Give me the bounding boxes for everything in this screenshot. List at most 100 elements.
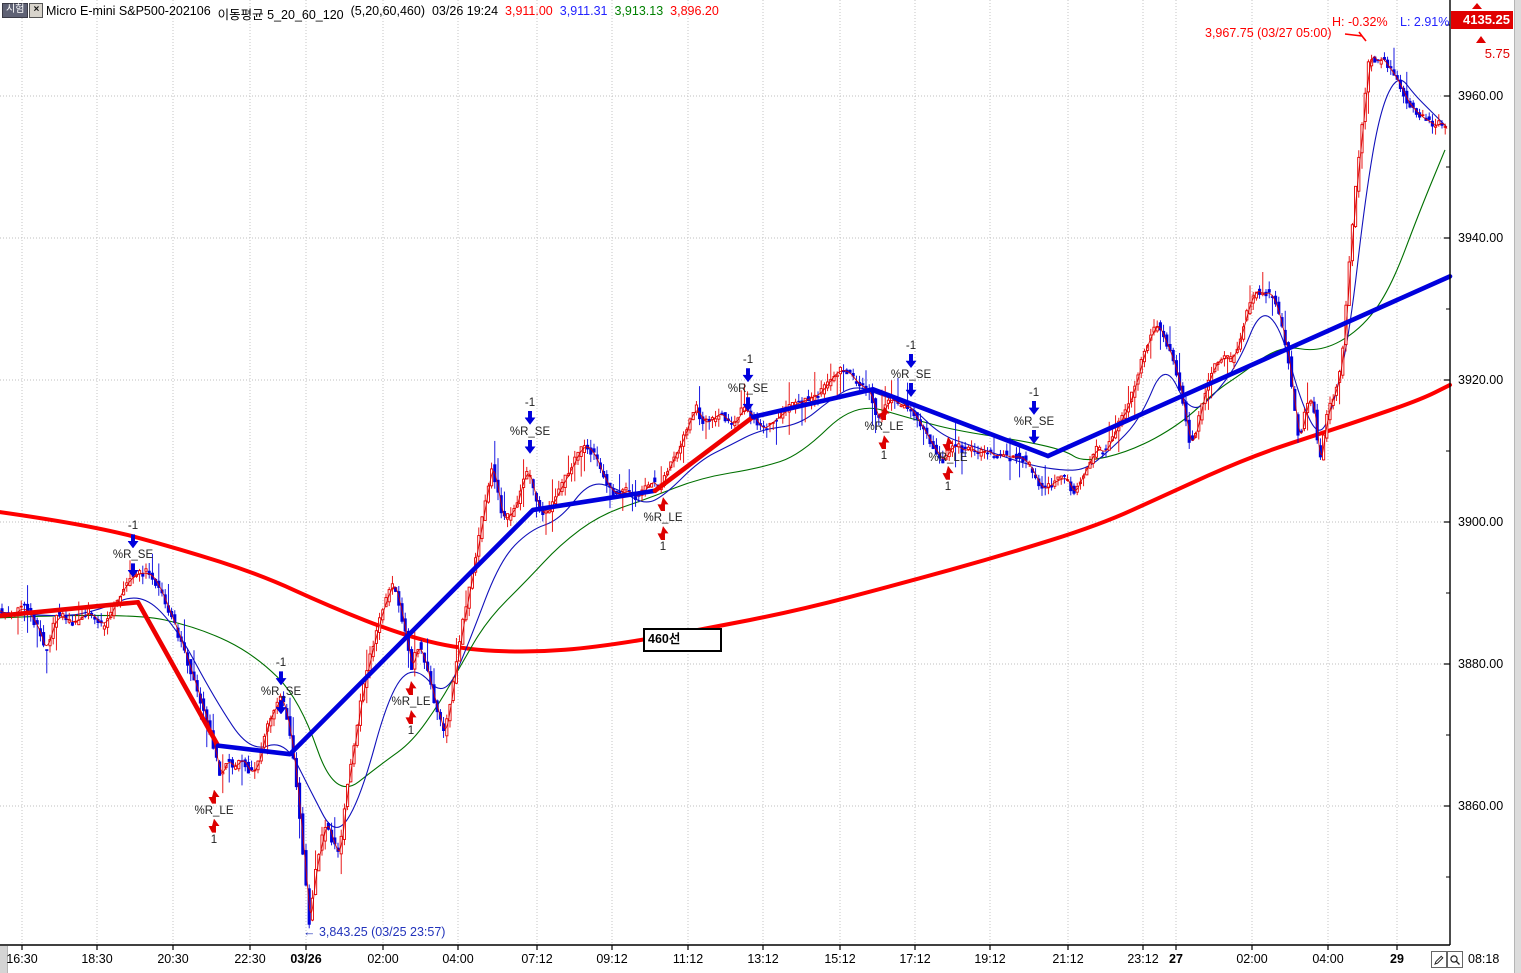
study-name: 이동평균 5_20_60_120 xyxy=(217,8,344,22)
time-tick-label: 04:00 xyxy=(1312,952,1344,966)
time-tick-label: 13:12 xyxy=(747,952,779,966)
signal-label: %R_SE xyxy=(727,383,769,396)
zoom-tool-button[interactable] xyxy=(1447,951,1463,968)
high-price-annotation: 3,967.75 (03/27 05:00) xyxy=(1205,26,1332,40)
signal-label: %R_SE xyxy=(112,549,154,562)
time-tick-label: 21:12 xyxy=(1052,952,1084,966)
chart-tabbar: 시험 × xyxy=(2,3,44,18)
horizontal-scrollbar-stub[interactable] xyxy=(0,946,8,973)
up-arrow-icon xyxy=(878,406,890,421)
time-tick-label: 11:12 xyxy=(672,952,704,966)
down-arrow-icon xyxy=(742,397,754,412)
signal-value: 1 xyxy=(407,725,415,738)
low-percent-annotation: L: 2.91% xyxy=(1400,15,1450,29)
down-arrow-icon xyxy=(127,534,139,549)
time-tick-label: 02:00 xyxy=(367,952,399,966)
signal-value: 1 xyxy=(944,480,952,493)
chart-tab[interactable]: 시험 xyxy=(2,3,29,18)
short-entry-signal: -1 %R_SE xyxy=(728,354,768,412)
study-params: (5,20,60,460) xyxy=(350,4,425,18)
signal-label: %R_SE xyxy=(509,425,551,438)
vertical-scrollbar[interactable] xyxy=(1514,0,1521,973)
short-entry-signal: -1 %R_SE xyxy=(113,520,153,578)
ma460-line xyxy=(0,382,1452,654)
ma460-value: 3,896.20 xyxy=(670,4,719,18)
short-entry-signal: -1 %R_SE xyxy=(891,340,931,398)
up-arrow-icon xyxy=(405,710,417,725)
long-entry-signal: %R_LE 1 xyxy=(644,496,683,554)
chart-title: Micro E-mini S&P500-202106 이동평균 5_20_60_… xyxy=(46,4,719,23)
axes xyxy=(0,0,1451,950)
down-arrow-icon xyxy=(742,368,754,383)
time-tick-label: 29 xyxy=(1390,952,1404,966)
signal-label: %R_SE xyxy=(260,686,302,699)
time-tick-label: 16:30 xyxy=(6,952,38,966)
price-axis[interactable]: 3960.00 3940.00 3920.00 3900.00 3880.00 3860.… xyxy=(1451,0,1514,945)
time-tick-label: 17:12 xyxy=(899,952,931,966)
ma5-line xyxy=(0,56,1448,914)
time-tick-label: 23:12 xyxy=(1127,952,1159,966)
left-arrow-icon: ← xyxy=(303,925,316,939)
magnifier-icon xyxy=(1450,954,1460,965)
time-axis[interactable]: 16:30 18:30 20:30 22:30 03/26 02:00 04:00 07:12… xyxy=(0,946,1521,973)
signal-label: %R_LE xyxy=(194,804,234,817)
up-arrow-icon xyxy=(942,465,954,480)
price-up-triangle-icon xyxy=(1472,3,1482,9)
signal-value: -1 xyxy=(127,520,139,533)
ma5-value: 3,911.00 xyxy=(505,4,553,18)
pencil-icon xyxy=(1434,955,1444,965)
down-arrow-icon xyxy=(524,439,536,454)
instrument-name: Micro E-mini S&P500-202106 xyxy=(46,4,211,18)
up-arrow-icon xyxy=(208,818,220,833)
price-change: 5.75 xyxy=(1451,31,1513,61)
long-entry-signal: %R_LE 1 xyxy=(195,789,234,847)
down-arrow-icon xyxy=(275,671,287,686)
price-tick-label: 3960.00 xyxy=(1458,89,1504,103)
time-tick-label: 22:30 xyxy=(234,952,266,966)
down-arrow-icon xyxy=(905,354,917,368)
pencil-tool-button[interactable] xyxy=(1431,951,1447,968)
signal-label: %R_SE xyxy=(1013,415,1055,428)
up-arrow-icon xyxy=(942,436,954,451)
time-tick-label: 27 xyxy=(1169,952,1183,966)
down-arrow-icon xyxy=(275,700,287,715)
signal-value: -1 xyxy=(275,657,287,670)
signal-value: -1 xyxy=(524,396,536,409)
time-tick-label: 04:00 xyxy=(442,952,474,966)
down-arrow-icon xyxy=(1028,400,1040,415)
short-entry-signal: -1 %R_SE xyxy=(261,657,301,715)
high-percent-annotation: H: -0.32% xyxy=(1332,15,1388,29)
down-arrow-icon xyxy=(127,563,139,578)
up-arrow-icon xyxy=(657,497,669,512)
time-tick-label: 09:12 xyxy=(596,952,628,966)
up-arrow-icon xyxy=(405,681,417,696)
up-arrow-icon xyxy=(878,435,890,450)
cursor-datetime: 03/26 19:24 xyxy=(431,4,499,18)
signal-label: %R_LE xyxy=(643,512,683,525)
signal-label: %R_LE xyxy=(864,421,904,434)
signal-value: 1 xyxy=(210,833,218,846)
tab-close-icon[interactable]: × xyxy=(29,3,44,18)
up-arrow-icon xyxy=(657,526,669,541)
high-pointer-arrow-icon xyxy=(1344,31,1367,42)
time-tick-label: 15:12 xyxy=(824,952,856,966)
ma20-value: 3,911.31 xyxy=(559,4,608,18)
signal-value: -1 xyxy=(905,340,917,352)
signal-value: -1 xyxy=(742,354,754,367)
long-entry-signal: %R_LE 1 xyxy=(392,680,431,738)
signal-label: %R_LE xyxy=(928,451,968,464)
time-tick-label: 02:00 xyxy=(1236,952,1268,966)
price-tick-label: 3920.00 xyxy=(1458,373,1504,387)
ma460-line-label[interactable]: 460선 xyxy=(643,628,722,652)
up-arrow-icon xyxy=(208,789,220,804)
time-tick-label: 03/26 xyxy=(290,952,322,966)
ma20-line xyxy=(0,79,1448,828)
price-tick-label: 3940.00 xyxy=(1458,231,1504,245)
time-tick-label: 19:12 xyxy=(974,952,1006,966)
trend-line xyxy=(0,274,1453,757)
time-tick-label: 18:30 xyxy=(81,952,113,966)
current-price-box: 4135.25 xyxy=(1451,11,1513,29)
signal-value: 1 xyxy=(659,541,667,554)
